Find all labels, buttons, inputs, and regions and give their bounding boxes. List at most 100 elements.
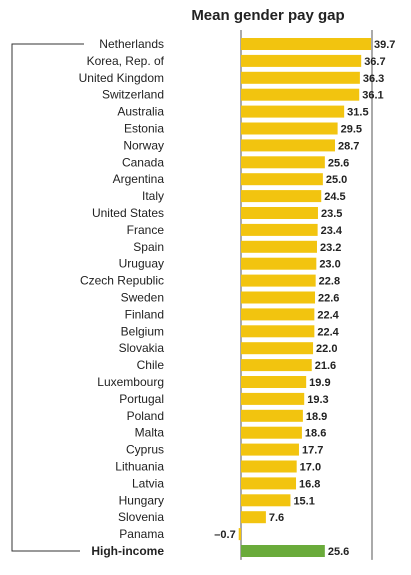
bar-lithuania: [241, 460, 297, 473]
value-label-estonia: 29.5: [341, 124, 362, 136]
category-label-sweden: Sweden: [121, 291, 164, 305]
category-label-spain: Spain: [133, 240, 164, 254]
bar-latvia: [241, 477, 297, 490]
category-labels: Netherlands Korea, Rep. of United Kingdom S…: [79, 37, 165, 558]
value-label-norway: 28.7: [338, 140, 359, 152]
value-label-hungary: 15.1: [293, 495, 314, 507]
category-label-australia: Australia: [117, 105, 164, 119]
category-label-malta: Malta: [135, 426, 165, 440]
bar-canada: [241, 156, 325, 169]
value-label-chile: 21.6: [315, 360, 336, 372]
value-label-portugal: 19.3: [307, 394, 328, 406]
bar-poland: [241, 409, 303, 422]
value-label-belgium: 22.4: [317, 326, 339, 338]
value-label-united-kingdom: 36.3: [363, 73, 384, 85]
value-label-panama: –0.7: [214, 529, 235, 541]
bar-switzerland: [241, 88, 360, 101]
value-label-italy: 24.5: [324, 191, 345, 203]
category-label-luxembourg: Luxembourg: [97, 375, 164, 389]
value-label-slovenia: 7.6: [269, 512, 284, 524]
bar-netherlands: [241, 38, 372, 50]
category-label-hungary: Hungary: [119, 493, 164, 507]
value-label-australia: 31.5: [347, 107, 368, 119]
bracket-line: [11, 43, 84, 552]
chart-title: Mean gender pay gap: [191, 7, 344, 24]
value-label-luxembourg: 19.9: [309, 377, 330, 389]
value-label-cyprus: 17.7: [302, 445, 323, 457]
value-label-latvia: 16.8: [299, 478, 320, 490]
value-label-lithuania: 17.0: [300, 462, 321, 474]
category-label-estonia: Estonia: [124, 122, 164, 136]
bar-uruguay: [241, 257, 317, 270]
value-label-high-income: 25.6: [328, 546, 349, 558]
category-label-slovakia: Slovakia: [119, 341, 165, 355]
bar-panama: [238, 528, 241, 541]
value-label-malta: 18.6: [305, 428, 326, 440]
bar-high-income: [241, 545, 325, 557]
bar-cyprus: [241, 443, 299, 456]
value-label-sweden: 22.6: [318, 293, 339, 305]
bar-portugal: [241, 392, 305, 405]
category-label-united-kingdom: United Kingdom: [79, 71, 164, 85]
category-label-czech-republic: Czech Republic: [80, 274, 164, 288]
category-label-korea-rep-of: Korea, Rep. of: [87, 54, 165, 68]
category-label-slovenia: Slovenia: [118, 510, 164, 524]
category-label-poland: Poland: [127, 409, 164, 423]
bar-slovakia: [241, 342, 314, 355]
category-label-canada: Canada: [122, 155, 164, 169]
category-label-cyprus: Cyprus: [126, 443, 164, 457]
category-label-argentina: Argentina: [113, 172, 165, 186]
value-label-netherlands: 39.7: [374, 39, 395, 51]
category-label-high-income: High-income: [91, 544, 164, 558]
value-label-argentina: 25.0: [326, 174, 347, 186]
value-label-france: 23.4: [321, 225, 343, 237]
value-label-poland: 18.9: [306, 411, 327, 423]
bar-luxembourg: [241, 376, 307, 388]
category-label-latvia: Latvia: [132, 476, 164, 490]
bar-estonia: [241, 122, 338, 135]
value-labels: 39.7 36.7 36.3 36.1 31.5 29.5 28.7 25.6 25.0 24.5…: [214, 39, 395, 558]
category-label-portugal: Portugal: [119, 392, 164, 406]
bars-group: [238, 38, 372, 557]
bar-sweden: [241, 291, 316, 304]
value-label-slovakia: 22.0: [316, 343, 337, 355]
value-label-finland: 22.4: [317, 309, 339, 321]
category-label-belgium: Belgium: [121, 324, 164, 338]
category-label-uruguay: Uruguay: [119, 257, 164, 271]
value-label-korea-rep-of: 36.7: [364, 56, 385, 68]
category-label-panama: Panama: [119, 527, 164, 541]
bar-australia: [241, 105, 345, 118]
value-label-switzerland: 36.1: [362, 90, 383, 102]
bar-united-kingdom: [241, 71, 360, 84]
group-bracket: [11, 43, 84, 552]
category-label-france: France: [127, 223, 165, 237]
bar-chile: [241, 359, 312, 372]
category-label-italy: Italy: [142, 189, 164, 203]
category-label-norway: Norway: [123, 138, 164, 152]
bar-korea-rep-of: [241, 54, 362, 67]
bar-hungary: [241, 494, 291, 507]
bar-finland: [241, 308, 315, 321]
value-label-united-states: 23.5: [321, 208, 342, 220]
value-label-canada: 25.6: [328, 157, 349, 169]
value-label-uruguay: 23.0: [319, 259, 340, 271]
value-label-spain: 23.2: [320, 242, 341, 254]
bar-slovenia: [241, 511, 266, 524]
bar-norway: [241, 139, 335, 152]
category-label-lithuania: Lithuania: [115, 460, 164, 474]
category-label-united-states: United States: [92, 206, 164, 220]
category-label-switzerland: Switzerland: [102, 88, 164, 102]
category-label-finland: Finland: [125, 307, 164, 321]
bar-italy: [241, 190, 322, 203]
value-label-czech-republic: 22.8: [319, 276, 340, 288]
bar-belgium: [241, 325, 315, 338]
bar-france: [241, 223, 318, 236]
bar-argentina: [241, 173, 323, 186]
category-label-netherlands: Netherlands: [99, 37, 164, 51]
bar-malta: [241, 426, 302, 439]
bar-czech-republic: [241, 274, 316, 287]
category-label-chile: Chile: [137, 358, 165, 372]
bar-united-states: [241, 207, 318, 219]
bar-spain: [241, 240, 317, 253]
